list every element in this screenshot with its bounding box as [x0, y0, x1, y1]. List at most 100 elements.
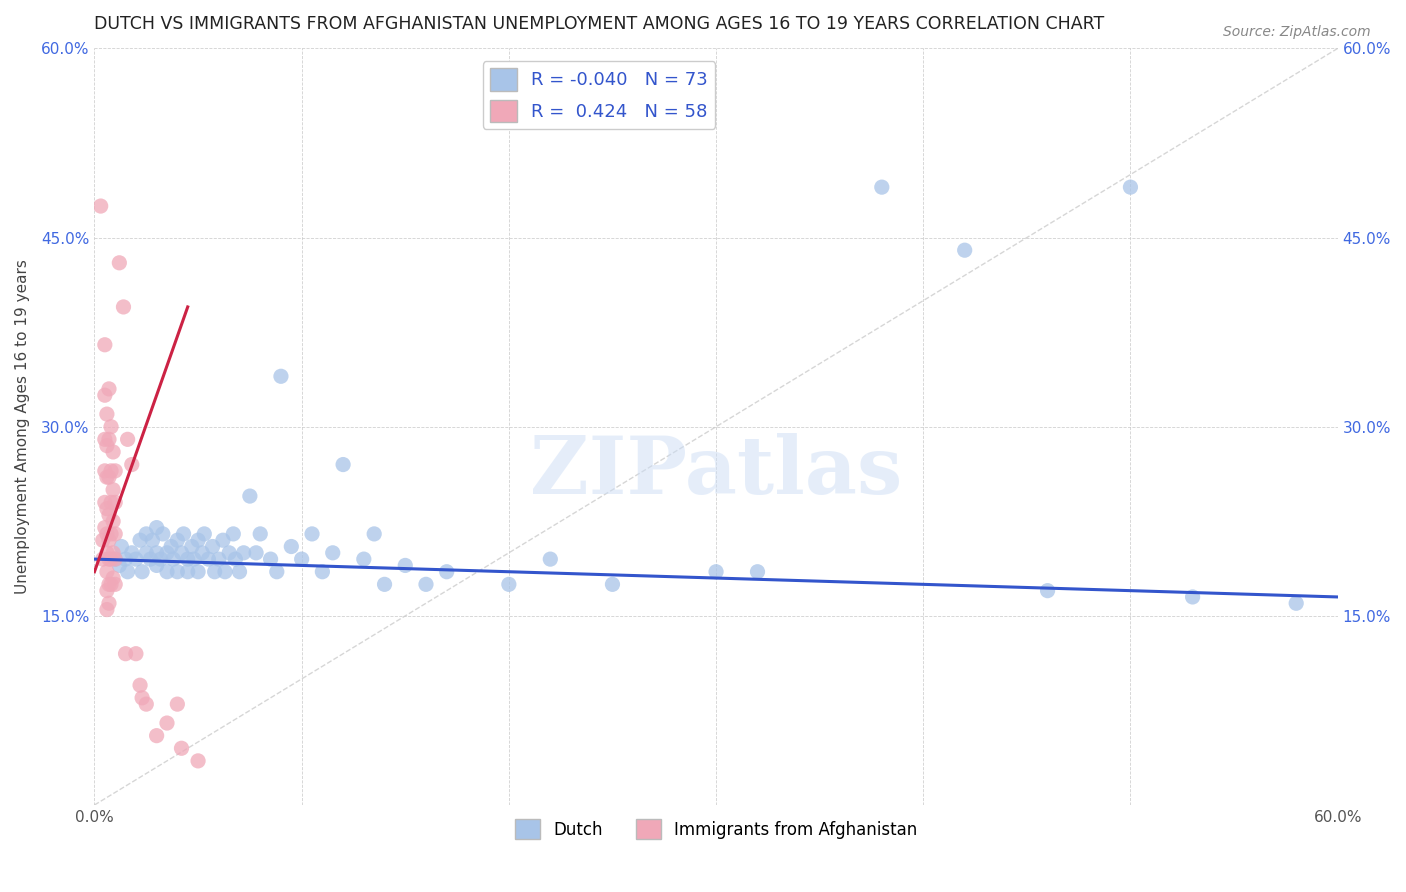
Point	[100, 552, 122, 566]
Point	[204, 565, 226, 579]
Point	[96, 602, 118, 616]
Point	[353, 552, 375, 566]
Point	[98, 577, 121, 591]
Point	[266, 565, 288, 579]
Point	[129, 678, 152, 692]
Point	[96, 583, 118, 598]
Point	[166, 565, 188, 579]
Point	[91, 552, 114, 566]
Point	[191, 546, 214, 560]
Point	[145, 558, 167, 573]
Point	[110, 540, 132, 554]
Point	[1285, 596, 1308, 610]
Point	[322, 546, 344, 560]
Point	[166, 697, 188, 711]
Point	[96, 565, 118, 579]
Point	[101, 483, 124, 497]
Point	[183, 552, 205, 566]
Point	[291, 552, 314, 566]
Point	[135, 527, 157, 541]
Point	[100, 527, 122, 541]
Point	[415, 577, 437, 591]
Point	[96, 501, 118, 516]
Point	[145, 729, 167, 743]
Point	[222, 527, 245, 541]
Point	[145, 520, 167, 534]
Text: ZIPatlas: ZIPatlas	[530, 434, 903, 511]
Point	[436, 565, 458, 579]
Point	[162, 552, 184, 566]
Point	[218, 546, 240, 560]
Point	[170, 546, 193, 560]
Point	[394, 558, 416, 573]
Point	[101, 514, 124, 528]
Point	[108, 256, 131, 270]
Point	[193, 527, 215, 541]
Point	[96, 407, 118, 421]
Point	[141, 533, 163, 548]
Point	[104, 464, 127, 478]
Point	[232, 546, 254, 560]
Point	[245, 546, 267, 560]
Point	[98, 382, 121, 396]
Point	[96, 470, 118, 484]
Point	[94, 464, 117, 478]
Point	[170, 741, 193, 756]
Legend: Dutch, Immigrants from Afghanistan: Dutch, Immigrants from Afghanistan	[508, 813, 924, 846]
Point	[187, 533, 209, 548]
Point	[374, 577, 396, 591]
Point	[201, 540, 224, 554]
Point	[332, 458, 354, 472]
Point	[94, 388, 117, 402]
Point	[101, 546, 124, 560]
Point	[747, 565, 769, 579]
Point	[104, 552, 127, 566]
Point	[121, 458, 143, 472]
Point	[94, 495, 117, 509]
Point	[108, 558, 131, 573]
Point	[104, 552, 127, 566]
Point	[259, 552, 281, 566]
Point	[98, 552, 121, 566]
Point	[98, 596, 121, 610]
Point	[104, 577, 127, 591]
Point	[197, 552, 219, 566]
Point	[98, 433, 121, 447]
Point	[129, 533, 152, 548]
Point	[180, 540, 202, 554]
Point	[173, 527, 195, 541]
Point	[125, 552, 148, 566]
Point	[100, 464, 122, 478]
Point	[187, 754, 209, 768]
Point	[160, 540, 183, 554]
Point	[280, 540, 302, 554]
Point	[100, 419, 122, 434]
Point	[114, 552, 136, 566]
Point	[117, 565, 139, 579]
Point	[112, 300, 135, 314]
Point	[96, 546, 118, 560]
Point	[104, 495, 127, 509]
Point	[166, 533, 188, 548]
Point	[538, 552, 561, 566]
Point	[270, 369, 292, 384]
Point	[704, 565, 727, 579]
Point	[177, 565, 200, 579]
Point	[156, 565, 179, 579]
Point	[156, 546, 179, 560]
Point	[101, 445, 124, 459]
Point	[224, 552, 246, 566]
Point	[870, 180, 893, 194]
Point	[208, 552, 231, 566]
Point	[1119, 180, 1142, 194]
Point	[602, 577, 624, 591]
Point	[953, 243, 976, 257]
Point	[152, 527, 174, 541]
Point	[101, 571, 124, 585]
Point	[156, 716, 179, 731]
Point	[139, 552, 162, 566]
Point	[98, 470, 121, 484]
Point	[177, 552, 200, 566]
Point	[131, 565, 153, 579]
Point	[100, 495, 122, 509]
